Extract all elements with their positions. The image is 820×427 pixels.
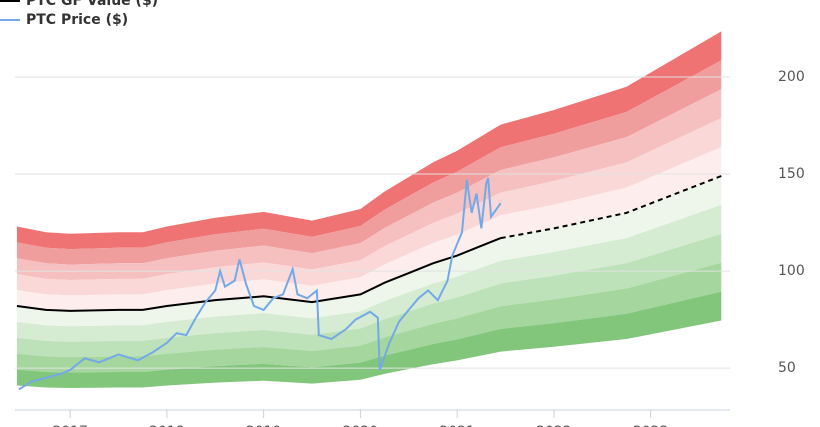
valuation-band [16,233,722,358]
legend-label: PTC Price ($) [26,12,128,28]
valuation-band [16,204,722,342]
valuation-band [16,262,722,373]
x-tick-label: 2019 [246,424,282,427]
y-tick-label: 150 [778,166,805,182]
valuation-band [16,31,722,250]
series-line [500,175,722,240]
valuation-band [16,60,722,265]
valuation-band [16,118,722,296]
y-tick-label: 50 [778,360,796,376]
valuation-band [16,291,722,388]
x-tick-label: 2022 [536,424,572,427]
x-tick-label: 2020 [343,424,379,427]
series-line [16,237,502,312]
valuation-band [16,147,722,311]
x-tick-label: 2017 [52,424,88,427]
valuation-band [16,89,722,280]
x-tick-label: 2023 [633,424,669,427]
series-line [18,177,502,391]
x-tick-label: 2021 [439,424,475,427]
legend-label: PTC GF Value ($) [26,0,158,9]
x-tick-label: 2018 [149,424,185,427]
y-tick-label: 100 [778,263,805,279]
y-tick-label: 200 [778,69,805,85]
